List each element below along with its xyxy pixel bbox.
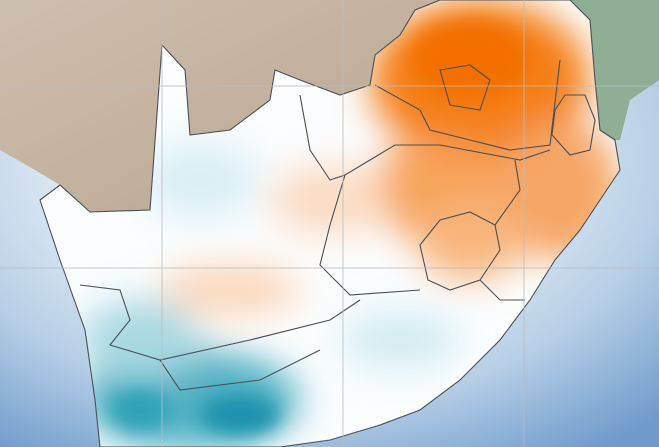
province-line	[299, 94, 551, 181]
lesotho	[419, 211, 501, 291]
province-line	[494, 159, 521, 226]
land-east	[570, 0, 659, 140]
province-line	[319, 174, 421, 296]
province-line	[79, 284, 361, 361]
borders	[39, 0, 621, 447]
country-outline	[39, 0, 621, 447]
eswatini	[551, 94, 596, 156]
province-line	[439, 64, 491, 111]
province-line	[159, 349, 321, 391]
province-line	[374, 59, 561, 151]
land-north	[0, 0, 440, 212]
province-line	[479, 279, 525, 301]
